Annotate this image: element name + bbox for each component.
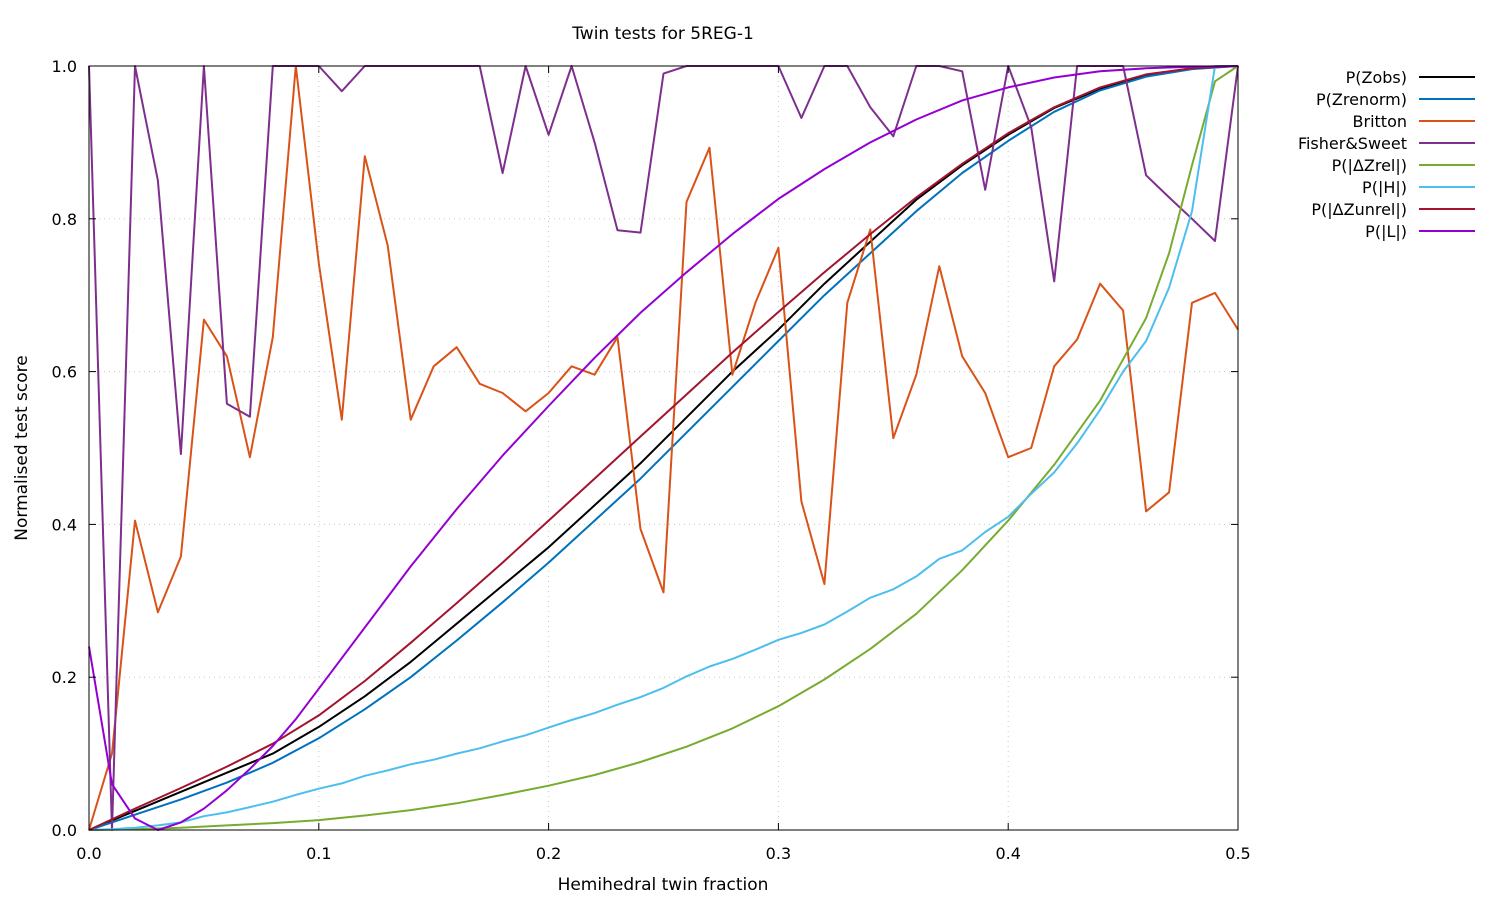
legend: P(Zobs) P(Zrenorm) Britton Fisher&Sweet P(|Δ… xyxy=(1298,68,1475,241)
legend-label: P(|H|) xyxy=(1362,178,1407,197)
series-layer xyxy=(88,65,1239,831)
y-tick-label: 0.6 xyxy=(52,363,77,382)
y-tick-label: 0.0 xyxy=(52,821,77,840)
series-line-7 xyxy=(88,65,1239,831)
legend-label: P(|L|) xyxy=(1365,222,1407,241)
legend-label: P(|ΔZrel|) xyxy=(1332,156,1407,175)
legend-label: Fisher&Sweet xyxy=(1298,134,1407,153)
series-line-3 xyxy=(88,65,1239,831)
series-line-8 xyxy=(88,65,1239,831)
x-tick-label: 0.2 xyxy=(536,844,561,863)
series-line-5 xyxy=(88,65,1239,831)
legend-label: P(|ΔZunrel|) xyxy=(1311,200,1407,219)
x-tick-label: 0.1 xyxy=(306,844,331,863)
x-tick-label: 0.3 xyxy=(766,844,791,863)
axis-ticks: 0.0 0.1 0.2 0.3 0.4 0.5 0.0 0.2 0.4 0.6 0.8 1.0 xyxy=(52,57,1251,863)
y-tick-label: 0.8 xyxy=(52,210,77,229)
series-line-6 xyxy=(88,65,1238,831)
y-tick-label: 0.2 xyxy=(52,668,77,687)
x-tick-label: 0.5 xyxy=(1225,844,1250,863)
legend-label: P(Zobs) xyxy=(1346,68,1407,87)
x-tick-label: 0.4 xyxy=(995,844,1020,863)
series-line-2 xyxy=(88,65,1239,831)
x-axis-title: Hemihedral twin fraction xyxy=(558,875,769,895)
y-tick-label: 0.4 xyxy=(52,515,77,534)
y-tick-label: 1.0 xyxy=(52,57,77,76)
chart-title: Twin tests for 5REG-1 xyxy=(571,24,754,44)
x-tick-label: 0.0 xyxy=(76,844,101,863)
legend-label: Britton xyxy=(1353,112,1407,131)
y-axis-title: Normalised test score xyxy=(12,355,32,540)
legend-label: P(Zrenorm) xyxy=(1316,90,1407,109)
plot-frame xyxy=(88,65,1239,831)
